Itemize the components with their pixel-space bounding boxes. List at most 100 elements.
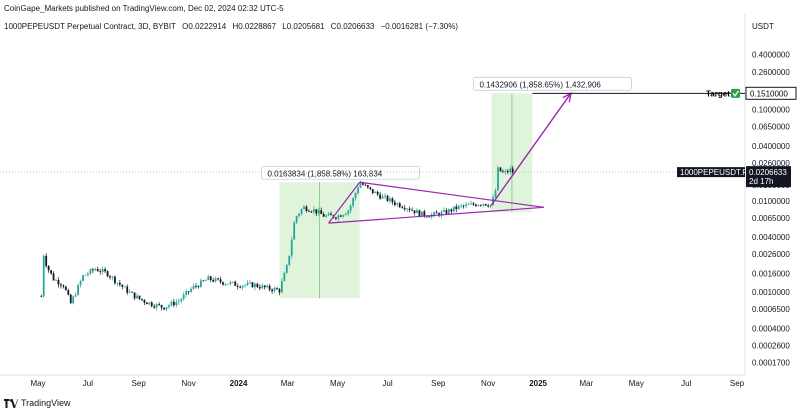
candle-body [180, 299, 183, 302]
candle-body [246, 282, 249, 285]
candle-body [199, 280, 202, 288]
candle-body [244, 284, 246, 286]
candle-body [268, 285, 271, 290]
candle-body [460, 205, 463, 207]
candle-body [62, 285, 65, 287]
candle-body [185, 291, 188, 295]
candle-body [172, 301, 175, 306]
candle-body [207, 276, 210, 281]
candle-body [145, 302, 148, 305]
candle-body [308, 210, 310, 212]
y-tick-label: 0.0400000 [752, 142, 790, 151]
high-value: H0.0228867 [232, 22, 277, 31]
candle-body [141, 298, 143, 301]
candle-body [396, 203, 399, 205]
candle-body [283, 272, 286, 282]
close-value: C0.0206633 [330, 22, 375, 31]
candle-body [499, 167, 502, 172]
candle-body [187, 291, 190, 293]
candle-body [285, 265, 288, 273]
candle-body [364, 184, 367, 186]
symbol-title[interactable]: 1000PEPEUSDT Perpetual Contract, 3D, BYB… [4, 22, 176, 31]
candle-body [138, 295, 141, 299]
target-label: Target [706, 89, 730, 98]
candle-body [155, 304, 158, 308]
measure-label: 0.1432906 (1,858.65%) 1,432,906 [479, 80, 601, 89]
x-tick-label: May [629, 379, 644, 388]
candle-body [335, 217, 337, 219]
y-tick-label: 0.2600000 [752, 68, 790, 77]
candle-body [376, 191, 379, 195]
candle-body [40, 296, 43, 298]
candle-body [310, 211, 313, 213]
target-check-mark [732, 90, 740, 97]
candle-body [273, 288, 276, 292]
candle-body [362, 183, 364, 185]
candle-body [263, 285, 266, 288]
candle-body [477, 205, 480, 207]
candle-body [229, 282, 232, 284]
candle-body [484, 203, 487, 206]
x-tick-label: May [30, 379, 45, 388]
candle-body [327, 213, 330, 216]
candle-body [114, 276, 116, 284]
candle-body [271, 289, 273, 292]
candle-body [413, 210, 416, 214]
candle-body [303, 206, 305, 210]
candle-body [494, 190, 497, 198]
candle-body [339, 215, 342, 217]
x-tick-label: Jul [83, 379, 93, 388]
candle-body [204, 280, 207, 281]
candle-body [450, 209, 453, 212]
y-tick-label: 0.0010000 [752, 288, 790, 297]
candle-body [143, 300, 146, 303]
candle-body [354, 193, 357, 199]
candle-body [452, 206, 455, 212]
candle-body [254, 283, 256, 288]
candle-body [428, 216, 431, 218]
symbol-tag-label: 1000PEPEUSDT.P [680, 168, 748, 177]
candle-body [391, 198, 394, 203]
candle-body [455, 206, 458, 210]
candle-body [403, 207, 406, 210]
candle-body [325, 215, 328, 217]
tradingview-logo-icon [4, 398, 18, 408]
candle-body [504, 170, 507, 173]
projection-arrow [490, 92, 572, 206]
candle-body [465, 204, 467, 206]
candle-body [202, 280, 205, 282]
candle-body [175, 301, 178, 306]
measure-label: 0.0163834 (1,858.58%) 163,834 [267, 169, 382, 178]
candle-body [344, 213, 347, 215]
candle-body [182, 294, 185, 300]
x-tick-label: Jul [681, 379, 691, 388]
candle-body [101, 269, 104, 272]
x-tick-label: 2025 [529, 379, 547, 388]
candle-body [57, 279, 60, 285]
candle-body [96, 269, 99, 272]
candle-body [126, 286, 129, 293]
y-tick-label: 0.0040000 [752, 233, 790, 242]
candle-body [234, 281, 237, 286]
candle-body [423, 211, 426, 216]
candle-body [170, 301, 173, 306]
candle-body [231, 281, 234, 283]
candle-body [487, 205, 490, 207]
candle-body [52, 273, 55, 281]
candle-body [249, 282, 251, 284]
candle-body [192, 286, 195, 289]
candle-body [177, 301, 180, 302]
tradingview-footer[interactable]: TradingView [4, 398, 71, 408]
target-price-value: 0.1510000 [750, 89, 788, 98]
candle-body [121, 284, 124, 287]
x-tick-label: Nov [181, 379, 195, 388]
candle-body [411, 210, 413, 211]
candle-body [295, 216, 298, 223]
target-price-tag [745, 86, 797, 100]
candle-body [82, 275, 84, 281]
y-tick-label: 0.0006500 [752, 305, 790, 314]
candle-body [420, 211, 423, 217]
candle-body [352, 198, 355, 206]
x-tick-label: 2024 [230, 379, 248, 388]
